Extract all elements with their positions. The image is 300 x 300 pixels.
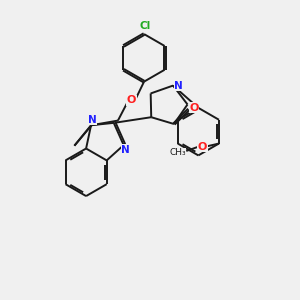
Text: N: N xyxy=(122,145,130,155)
Text: O: O xyxy=(189,103,199,113)
Text: N: N xyxy=(174,81,183,91)
Text: O: O xyxy=(198,142,207,152)
Text: CH₃: CH₃ xyxy=(169,148,186,157)
Text: N: N xyxy=(88,115,97,125)
Text: O: O xyxy=(127,95,136,105)
Text: Cl: Cl xyxy=(140,21,151,31)
